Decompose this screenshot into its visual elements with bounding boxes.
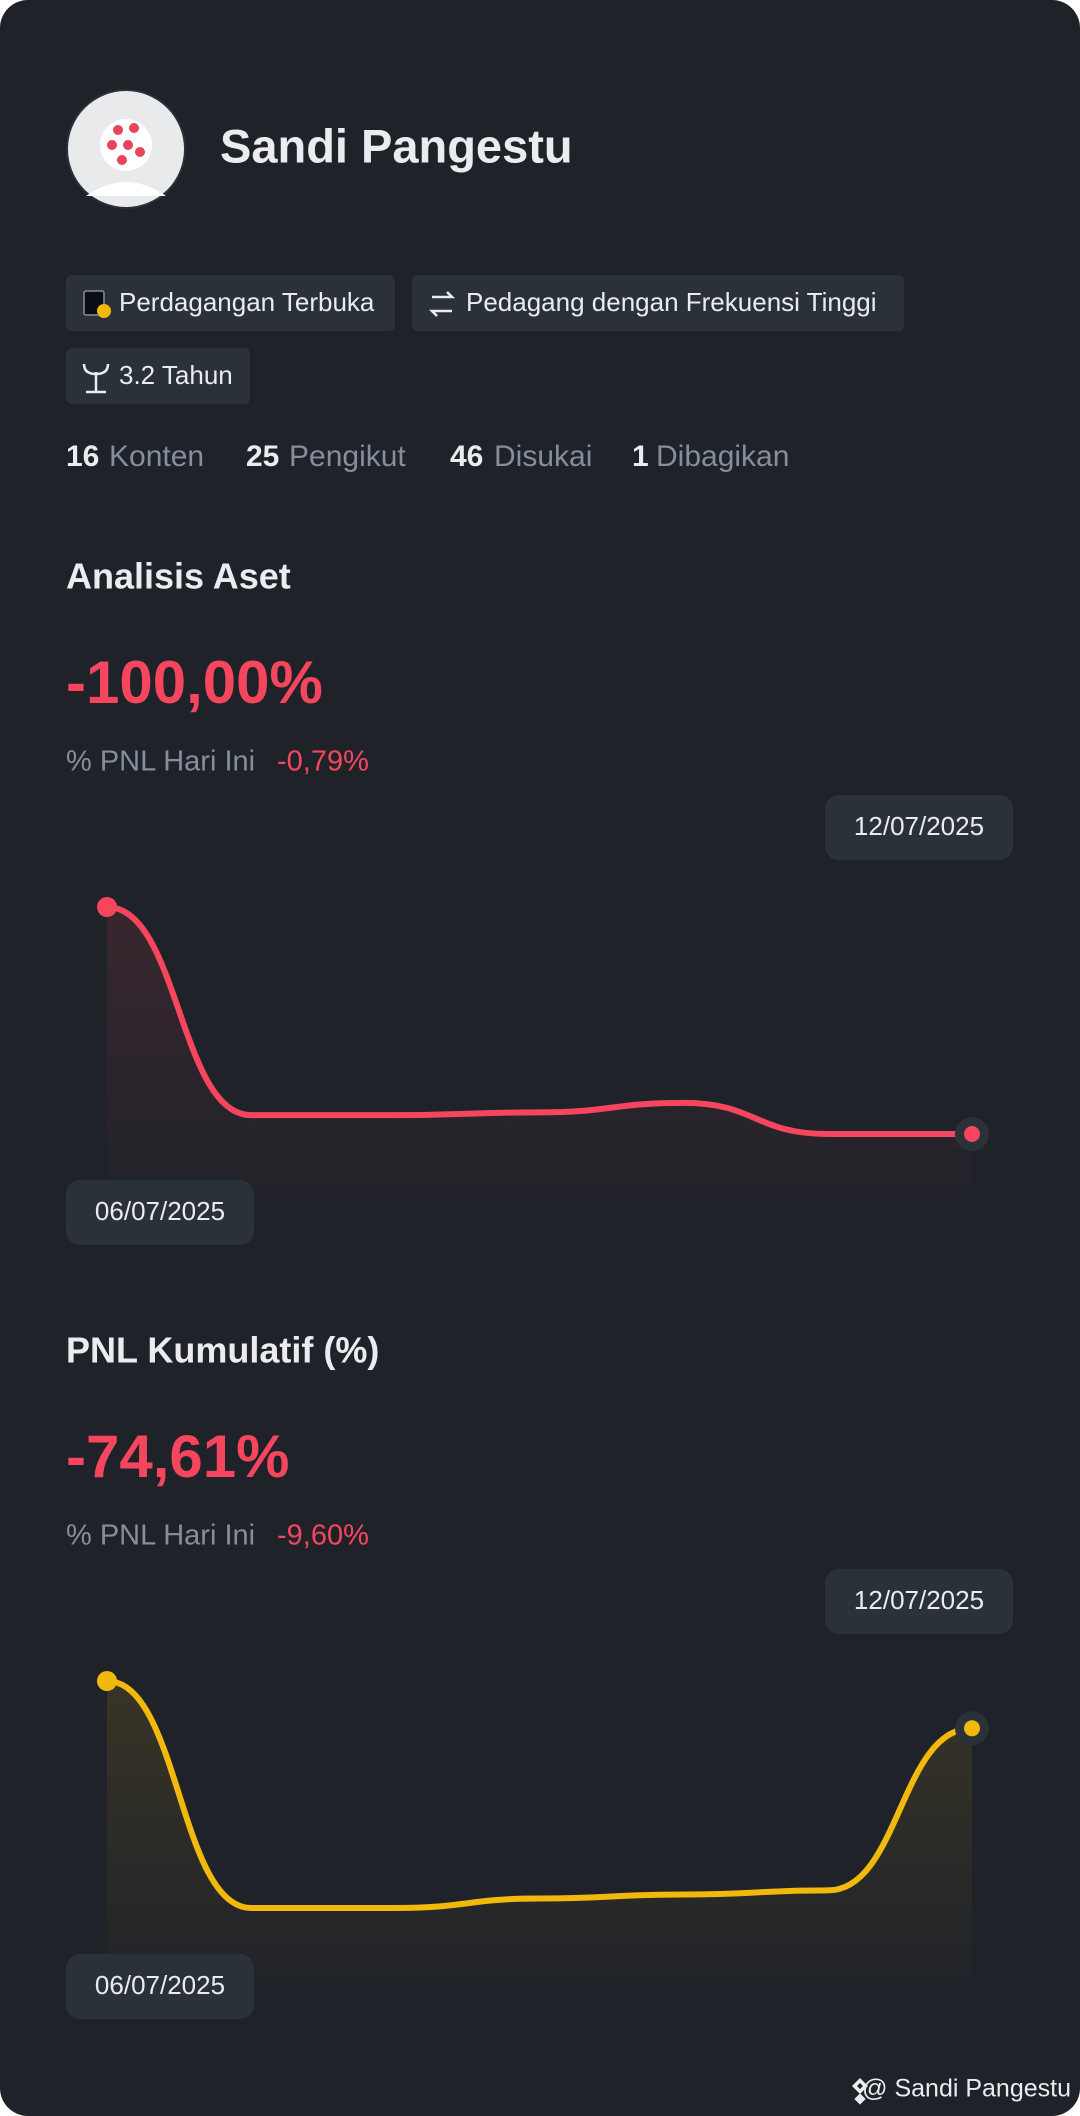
start-dot <box>97 897 117 917</box>
subtitle-value: -0,79% <box>277 746 369 778</box>
stat-value: 16 <box>66 440 99 473</box>
badge-label: 3.2 Tahun <box>119 360 233 390</box>
badge-icon <box>82 363 110 394</box>
subtitle-label: % PNL Hari Ini <box>66 1520 255 1552</box>
date-label: 12/07/2025 <box>854 811 984 841</box>
headline-value: -100,00% <box>66 649 323 716</box>
badge-label: Perdagangan Terbuka <box>119 287 375 317</box>
footer-handle: @ Sandi Pangestu <box>862 2075 1071 2103</box>
footer-logo <box>852 2078 868 2105</box>
avatar[interactable] <box>66 89 186 209</box>
end-dot <box>964 1126 980 1142</box>
stat-label: Dibagikan <box>656 440 789 473</box>
line <box>104 904 975 1138</box>
stat-value: 1 <box>632 440 649 473</box>
subtitle-label: % PNL Hari Ini <box>66 746 255 778</box>
section-title: PNL Kumulatif (%) <box>66 1330 379 1371</box>
date-label: 12/07/2025 <box>854 1585 984 1615</box>
date-tooltip <box>825 1569 1013 1634</box>
headline-value: -74,61% <box>66 1423 289 1490</box>
badge <box>66 275 395 331</box>
section-title: Analisis Aset <box>66 556 291 597</box>
badge <box>412 275 904 331</box>
area <box>107 1681 972 2003</box>
date-label: 06/07/2025 <box>95 1970 225 2000</box>
badge-label: Pedagang dengan Frekuensi Tinggi <box>466 287 877 317</box>
badge <box>66 348 250 404</box>
stat-label: Pengikut <box>289 440 406 473</box>
date-label: 06/07/2025 <box>95 1196 225 1226</box>
date-tooltip <box>66 1954 254 2019</box>
start-dot <box>97 1671 117 1691</box>
subtitle-value: -9,60% <box>277 1520 369 1552</box>
stat-label: Disukai <box>494 440 592 473</box>
stat-value: 25 <box>246 440 279 473</box>
badge-icon <box>83 290 111 318</box>
badge-icon <box>428 291 456 317</box>
date-tooltip <box>66 1180 254 1245</box>
stat-value: 46 <box>450 440 483 473</box>
date-tooltip <box>825 795 1013 860</box>
line <box>104 1678 975 1912</box>
stat-label: Konten <box>109 440 204 473</box>
end-dot <box>964 1720 980 1737</box>
stats: 16 Konten 25 Pengikut 46 Disukai 1 Dibag… <box>66 440 789 473</box>
area <box>107 907 972 1229</box>
profile-name: Sandi Pangestu <box>220 119 573 172</box>
